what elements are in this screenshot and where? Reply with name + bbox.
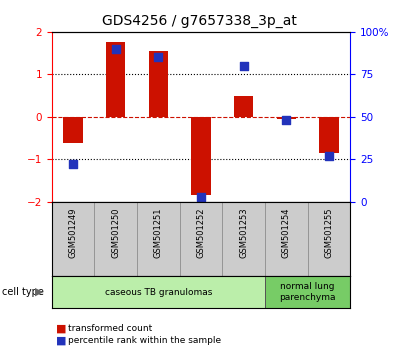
Bar xyxy=(63,117,83,143)
Point xyxy=(198,194,204,200)
Text: ■: ■ xyxy=(56,323,66,333)
Text: GSM501249: GSM501249 xyxy=(68,208,78,258)
Text: GDS4256 / g7657338_3p_at: GDS4256 / g7657338_3p_at xyxy=(101,14,297,28)
Bar xyxy=(319,117,339,153)
Point xyxy=(283,118,289,123)
Bar xyxy=(52,276,265,308)
Point xyxy=(326,153,332,159)
Point xyxy=(113,46,119,52)
Point xyxy=(240,63,247,69)
Text: GSM501252: GSM501252 xyxy=(197,208,205,258)
Bar xyxy=(149,51,168,117)
Text: transformed count: transformed count xyxy=(68,324,152,333)
Text: ▶: ▶ xyxy=(35,287,43,297)
Bar xyxy=(222,202,265,276)
Bar xyxy=(106,42,125,117)
Bar xyxy=(265,202,308,276)
Text: percentile rank within the sample: percentile rank within the sample xyxy=(68,336,221,345)
Bar xyxy=(277,117,296,119)
Text: ■: ■ xyxy=(56,336,66,346)
Text: GSM501255: GSM501255 xyxy=(324,208,334,258)
Bar xyxy=(52,202,94,276)
Text: GSM501253: GSM501253 xyxy=(239,208,248,258)
Bar xyxy=(137,202,179,276)
Bar xyxy=(308,202,350,276)
Bar xyxy=(94,202,137,276)
Text: normal lung
parenchyma: normal lung parenchyma xyxy=(279,282,336,302)
Bar xyxy=(234,96,253,117)
Bar xyxy=(179,202,222,276)
Bar xyxy=(191,117,211,195)
Point xyxy=(155,55,162,60)
Text: GSM501250: GSM501250 xyxy=(111,208,120,258)
Point xyxy=(70,161,76,167)
Text: GSM501254: GSM501254 xyxy=(282,208,291,258)
Text: GSM501251: GSM501251 xyxy=(154,208,163,258)
Text: caseous TB granulomas: caseous TB granulomas xyxy=(105,287,212,297)
Bar xyxy=(265,276,350,308)
Text: cell type: cell type xyxy=(2,287,44,297)
